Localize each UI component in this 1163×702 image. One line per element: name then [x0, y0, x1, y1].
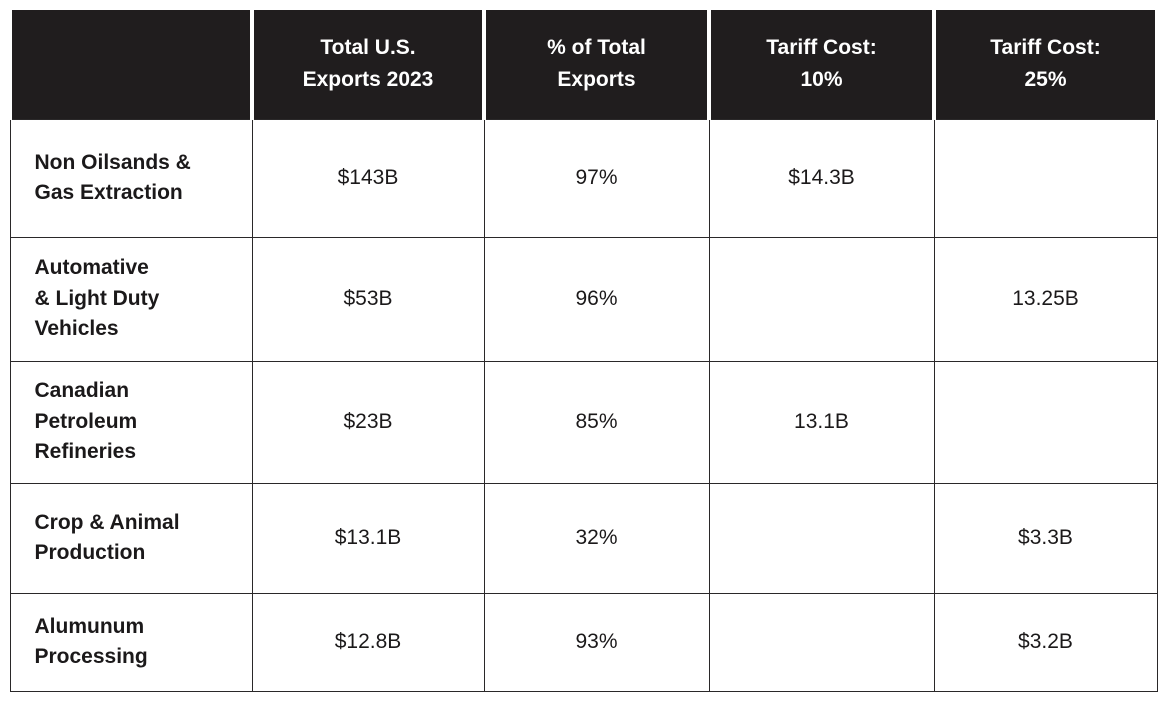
header-row: Total U.S. Exports 2023 % of Total Expor…: [8, 10, 1159, 120]
row-label-line: Vehicles: [34, 317, 119, 341]
row-label: Non Oilsands & Gas Extraction: [9, 118, 253, 238]
header-cell-tariff-10: Tariff Cost: 10%: [707, 10, 936, 120]
cell-total-exports: $53B: [251, 236, 485, 362]
cell-tariff-10: [708, 236, 935, 362]
row-label-line: Refineries: [34, 440, 137, 464]
row-label-line: Alumunum: [34, 614, 145, 638]
cell-pct-of-total: 32%: [483, 482, 710, 594]
row-label: Crop & Animal Production: [9, 482, 253, 594]
cell-tariff-10: 13.1B: [708, 360, 935, 484]
table-row-automative: Automative & Light Duty Vehicles $53B 96…: [9, 236, 1158, 362]
row-label-line: Automative: [34, 256, 149, 280]
cell-total-exports: $143B: [251, 118, 485, 238]
row-label: Automative & Light Duty Vehicles: [9, 236, 253, 362]
row-label: Canadian Petroleum Refineries: [9, 360, 253, 484]
cell-total-exports: $13.1B: [251, 482, 485, 594]
row-label-line: Petroleum: [34, 409, 138, 433]
cell-pct-of-total: 85%: [483, 360, 710, 484]
row-label-line: & Light Duty: [34, 286, 160, 310]
header-cell-pct-of-total: % of Total Exports: [482, 10, 711, 120]
cell-tariff-25: [933, 360, 1158, 484]
row-label-line: Non Oilsands &: [34, 150, 191, 174]
header-cell-category: [8, 10, 254, 120]
header-label: 10%: [800, 68, 843, 92]
cell-tariff-25: $3.2B: [933, 592, 1158, 692]
header-cell-total-exports: Total U.S. Exports 2023: [250, 10, 486, 120]
row-label-line: Crop & Animal: [34, 510, 180, 534]
cell-tariff-10: [708, 482, 935, 594]
cell-tariff-25: $3.3B: [933, 482, 1158, 594]
cell-tariff-25: 13.25B: [933, 236, 1158, 362]
cell-tariff-10: $14.3B: [708, 118, 935, 238]
row-label: Alumunum Processing: [9, 592, 253, 692]
row-label-line: Gas Extraction: [34, 181, 183, 204]
table-row-canadian-petroleum: Canadian Petroleum Refineries $23B 85% 1…: [9, 360, 1158, 484]
header-label: Tariff Cost:: [766, 35, 877, 59]
cell-tariff-25: [933, 118, 1158, 238]
header-cell-tariff-25: Tariff Cost: 25%: [932, 10, 1159, 120]
cell-tariff-10: [708, 592, 935, 692]
row-label-line: Production: [34, 541, 146, 564]
cell-total-exports: $23B: [251, 360, 485, 484]
table-row-alumunum: Alumunum Processing $12.8B 93% $3.2B: [9, 592, 1158, 692]
cell-pct-of-total: 96%: [483, 236, 710, 362]
header-label: Tariff Cost:: [990, 35, 1101, 59]
header-label: % of Total: [547, 35, 646, 59]
table-row-non-oilsands: Non Oilsands & Gas Extraction $143B 97% …: [9, 118, 1158, 238]
header-label: 25%: [1024, 68, 1067, 92]
table-row-crop-animal: Crop & Animal Production $13.1B 32% $3.3…: [9, 482, 1158, 594]
cell-total-exports: $12.8B: [251, 592, 485, 692]
cell-pct-of-total: 93%: [483, 592, 710, 692]
header-label: Exports 2023: [302, 68, 434, 92]
header-label: Exports: [557, 68, 636, 92]
tariff-cost-table: Total U.S. Exports 2023 % of Total Expor…: [8, 10, 1159, 692]
header-label: Total U.S.: [320, 35, 416, 59]
row-label-line: Canadian: [34, 379, 130, 403]
cell-pct-of-total: 97%: [483, 118, 710, 238]
row-label-line: Processing: [34, 645, 148, 668]
